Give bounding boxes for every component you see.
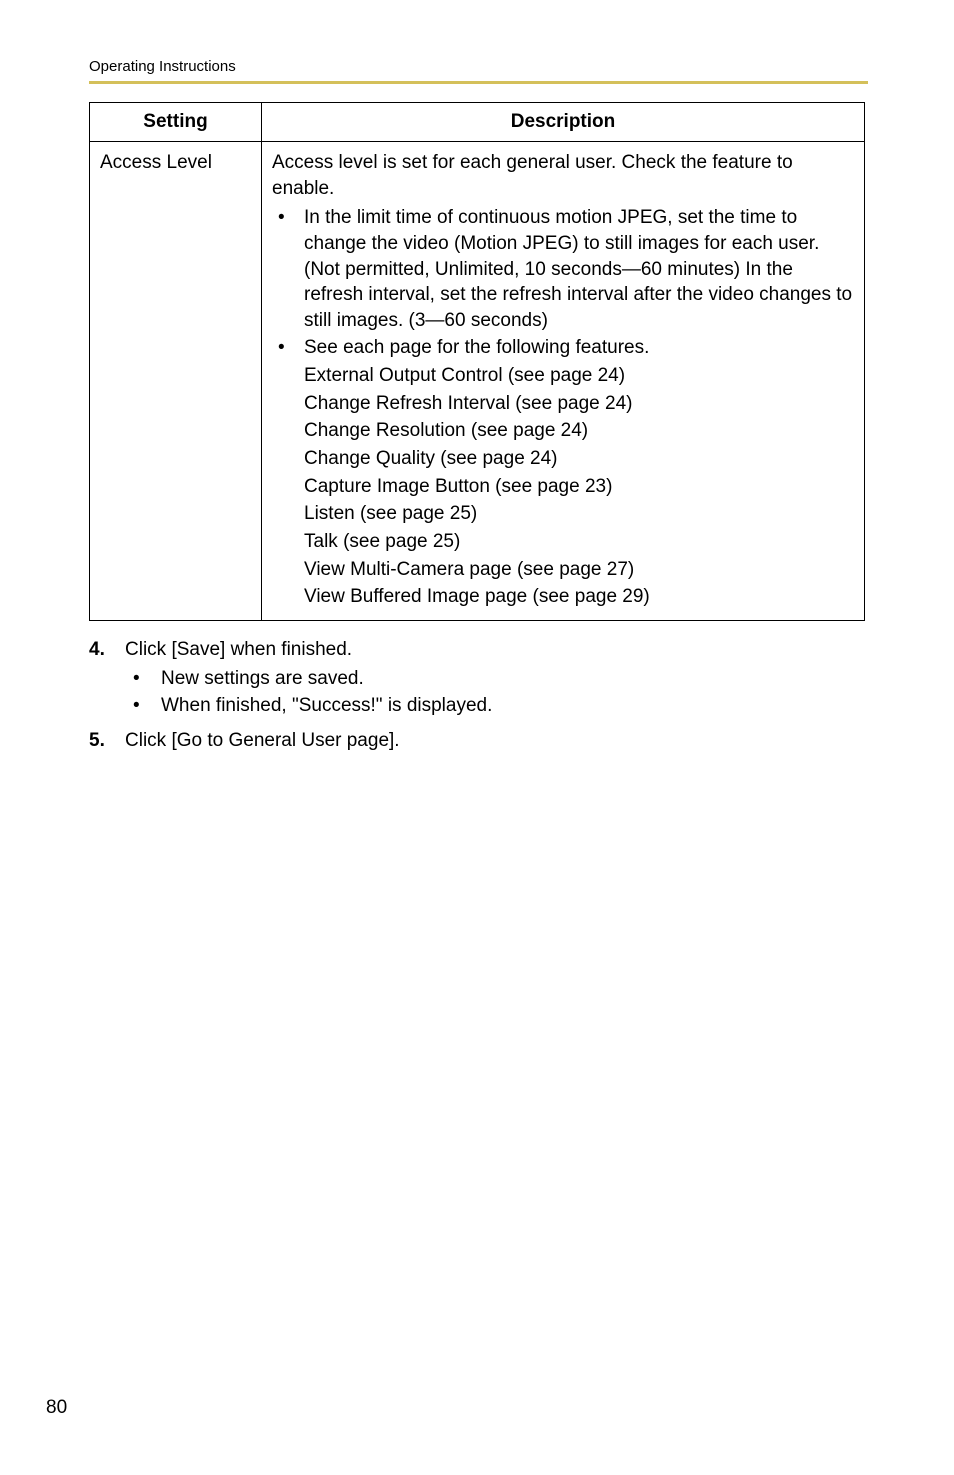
- cell-description: Access level is set for each general use…: [262, 142, 865, 621]
- page-content: Setting Description Access Level Access …: [0, 84, 954, 752]
- step-text: Click [Go to General User page].: [125, 730, 400, 751]
- desc-bullet-item: In the limit time of continuous motion J…: [272, 205, 854, 333]
- desc-bullet-list: In the limit time of continuous motion J…: [272, 205, 854, 361]
- page-number: 80: [46, 1397, 67, 1419]
- desc-bullet-item: See each page for the following features…: [272, 335, 854, 361]
- step-sub-item: When finished, "Success!" is displayed.: [125, 692, 865, 720]
- feature-item: View Multi-Camera page (see page 27): [304, 557, 854, 583]
- desc-intro: Access level is set for each general use…: [272, 150, 854, 201]
- feature-list: External Output Control (see page 24) Ch…: [272, 363, 854, 610]
- feature-item: Change Refresh Interval (see page 24): [304, 391, 854, 417]
- feature-item: Capture Image Button (see page 23): [304, 474, 854, 500]
- feature-item: Talk (see page 25): [304, 529, 854, 555]
- header-title: Operating Instructions: [89, 58, 954, 75]
- page-header: Operating Instructions: [0, 0, 954, 84]
- step-number: 4.: [89, 639, 105, 661]
- feature-item: Change Quality (see page 24): [304, 446, 854, 472]
- table-header-row: Setting Description: [90, 103, 865, 142]
- step-item: 4. Click [Save] when finished. New setti…: [89, 639, 865, 720]
- feature-item: View Buffered Image page (see page 29): [304, 584, 854, 610]
- step-sub-item: New settings are saved.: [125, 665, 865, 693]
- cell-setting: Access Level: [90, 142, 262, 621]
- feature-item: Change Resolution (see page 24): [304, 418, 854, 444]
- settings-table: Setting Description Access Level Access …: [89, 102, 865, 621]
- step-number: 5.: [89, 730, 105, 752]
- steps-list: 4. Click [Save] when finished. New setti…: [89, 639, 865, 752]
- step-sub-list: New settings are saved. When finished, "…: [125, 665, 865, 720]
- feature-item: External Output Control (see page 24): [304, 363, 854, 389]
- step-text: Click [Save] when finished.: [125, 639, 352, 660]
- col-header-description: Description: [262, 103, 865, 142]
- step-item: 5. Click [Go to General User page].: [89, 730, 865, 752]
- col-header-setting: Setting: [90, 103, 262, 142]
- feature-item: Listen (see page 25): [304, 501, 854, 527]
- table-row: Access Level Access level is set for eac…: [90, 142, 865, 621]
